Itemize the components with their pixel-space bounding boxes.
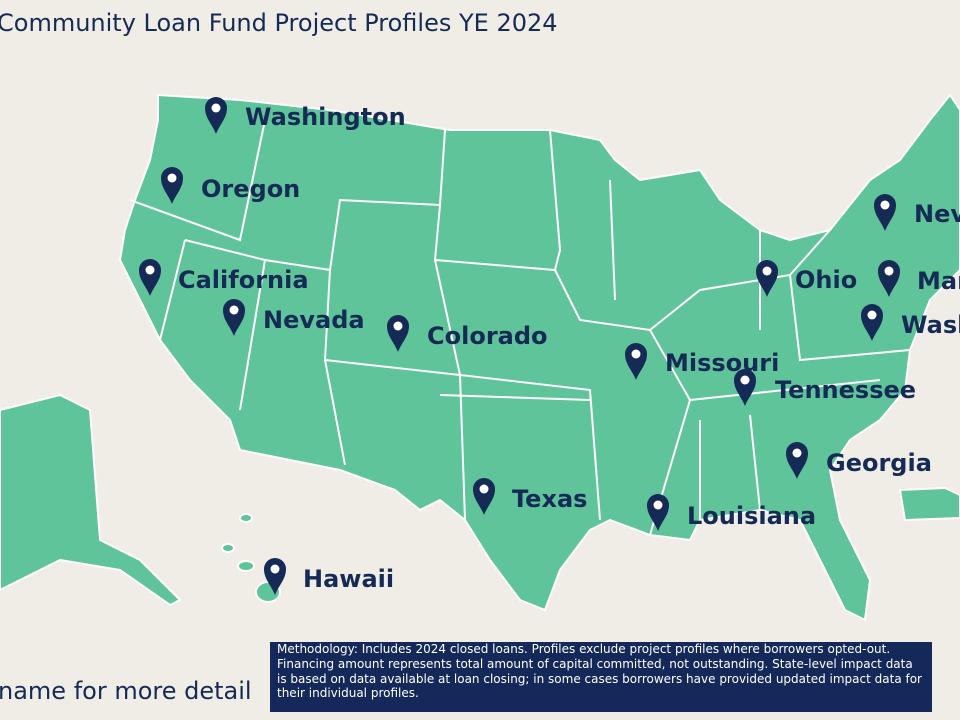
- pin: [878, 260, 900, 297]
- hawaii-island: [239, 513, 253, 523]
- pin: [734, 369, 756, 406]
- pin: [756, 260, 778, 297]
- us-map: [0, 94, 960, 621]
- hawaii-island: [237, 560, 255, 572]
- pin: [139, 259, 161, 296]
- state-borders: [129, 119, 911, 536]
- pin-hole: [479, 484, 489, 494]
- border: [789, 274, 911, 362]
- state-label: California: [178, 266, 309, 294]
- pin-body: [387, 315, 409, 352]
- border: [439, 394, 591, 401]
- pin-hole: [393, 321, 403, 331]
- pin-body: [223, 299, 245, 336]
- pin: [861, 304, 883, 341]
- markers: Washington Oregon California Nevada Colorado…: [139, 97, 960, 595]
- state-label: Georgia: [826, 449, 932, 477]
- border: [159, 239, 186, 341]
- pin: [264, 558, 286, 595]
- pin-body: [139, 259, 161, 296]
- mainland: [119, 94, 960, 621]
- state-label: Tennessee: [775, 376, 916, 404]
- pin-body: [205, 97, 227, 134]
- pin-hole: [145, 265, 155, 275]
- pin: [473, 478, 495, 515]
- border: [749, 414, 761, 511]
- state-label: Washington: [245, 103, 406, 131]
- state-label: Hawaii: [303, 565, 394, 593]
- pin-hole: [884, 266, 894, 276]
- pin-hole: [867, 310, 877, 320]
- pin: [874, 194, 896, 231]
- state-label: Missouri: [665, 349, 779, 377]
- pin-hole: [740, 375, 750, 385]
- hint: name for more detail: [0, 677, 252, 705]
- pin-hole: [211, 103, 221, 113]
- border: [129, 119, 266, 242]
- border: [554, 229, 831, 332]
- state-label: Wash: [901, 311, 960, 339]
- pin-body: [786, 442, 808, 479]
- pin-hole: [762, 266, 772, 276]
- methodology: Methodology: Includes 2024 closed loans.…: [270, 642, 932, 712]
- border: [264, 129, 446, 272]
- pin: [161, 167, 183, 204]
- pin-hole: [653, 500, 663, 510]
- state-label: Ohio: [795, 266, 857, 294]
- pin: [786, 442, 808, 479]
- pin-hole: [880, 200, 890, 210]
- state-label: Texas: [512, 485, 587, 513]
- pin-body: [878, 260, 900, 297]
- puerto-rico: [899, 487, 960, 521]
- title: Community Loan Fund Project Profiles YE …: [0, 9, 558, 37]
- hawaii-island: [221, 543, 235, 553]
- pin-body: [861, 304, 883, 341]
- state-label: Nevada: [263, 306, 365, 334]
- state-label: Nev: [914, 200, 960, 228]
- border: [609, 179, 616, 301]
- pin-body: [874, 194, 896, 231]
- pin-hole: [270, 564, 280, 574]
- pin-hole: [229, 305, 239, 315]
- state-label: Oregon: [201, 175, 300, 203]
- pin-body: [264, 558, 286, 595]
- pin: [205, 97, 227, 134]
- pin-body: [161, 167, 183, 204]
- pin-hole: [631, 349, 641, 359]
- pin-body: [473, 478, 495, 515]
- pin-hole: [167, 173, 177, 183]
- border: [689, 379, 881, 401]
- border: [434, 259, 601, 521]
- pin: [647, 494, 669, 531]
- state-label: Colorado: [427, 322, 548, 350]
- pin: [387, 315, 409, 352]
- pin: [223, 299, 245, 336]
- state-label: Louisiana: [687, 502, 816, 530]
- pin: [625, 343, 647, 380]
- pin-body: [625, 343, 647, 380]
- pin-hole: [792, 448, 802, 458]
- pin-body: [734, 369, 756, 406]
- alaska: [0, 394, 181, 606]
- pin-body: [647, 494, 669, 531]
- pin-body: [756, 260, 778, 297]
- state-label: Mar: [917, 267, 960, 295]
